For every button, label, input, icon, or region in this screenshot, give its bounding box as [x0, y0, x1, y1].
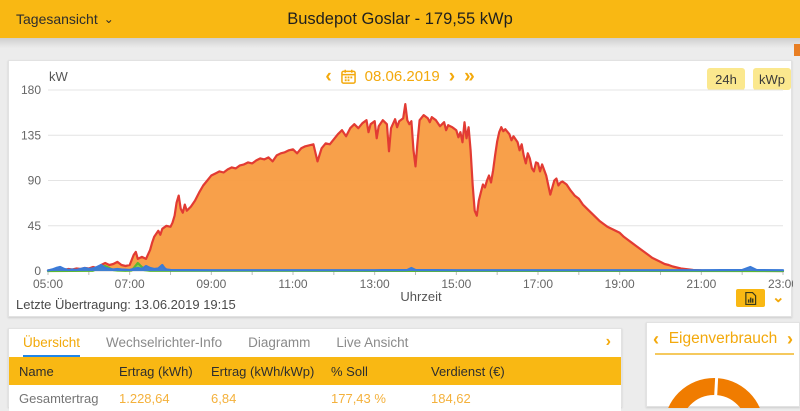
svg-text:180: 180	[21, 83, 41, 97]
svg-text:07:00: 07:00	[115, 277, 145, 291]
svg-text:135: 135	[21, 128, 41, 142]
calendar-icon[interactable]	[340, 69, 356, 84]
title-underline	[655, 353, 794, 355]
current-date[interactable]: 08.06.2019	[364, 68, 440, 85]
svg-text:15:00: 15:00	[441, 277, 471, 291]
row-name: Gesamtertrag	[19, 390, 99, 406]
svg-text:21:00: 21:00	[686, 277, 716, 291]
col-name: Name	[19, 363, 54, 379]
tab-diagramm[interactable]: Diagramm	[248, 335, 311, 350]
tab-wechselrichter-info[interactable]: Wechselrichter-Info	[106, 335, 223, 350]
svg-text:09:00: 09:00	[196, 277, 226, 291]
row-ertrag-kwh: 1.228,64	[119, 390, 170, 406]
tab-bar: Übersicht Wechselrichter-Info Diagramm L…	[23, 335, 408, 357]
range-24h-button[interactable]: 24h	[707, 68, 745, 90]
tab-uebersicht[interactable]: Übersicht	[23, 335, 81, 357]
fast-forward-day-button[interactable]: »	[464, 65, 475, 87]
table-header-row: Name Ertrag (kWh) Ertrag (kWh/kWp) % Sol…	[9, 357, 621, 385]
svg-text:11:00: 11:00	[278, 277, 307, 291]
export-report-button[interactable]	[736, 289, 765, 307]
row-ertrag-kwh-kwp: 6,84	[211, 390, 237, 406]
chevron-down-icon: ⌄	[103, 12, 114, 26]
svg-text:23:00: 23:00	[768, 277, 793, 291]
page-title: Busdepot Goslar - 179,55 kWp	[287, 9, 513, 28]
last-transmission-text: Letzte Übertragung: 13.06.2019 19:15	[16, 297, 236, 312]
tabs-more-arrow[interactable]: ›	[605, 333, 611, 350]
clipped-side-element	[794, 44, 800, 56]
prev-day-button[interactable]: ‹	[325, 65, 332, 87]
svg-text:05:00: 05:00	[33, 277, 63, 291]
col-ertrag-kwh: Ertrag (kWh)	[119, 363, 193, 379]
production-area-chart: 0 45 90 135 180 05:00 07:00 09:00 11:00 13:00 15:0…	[21, 83, 793, 291]
unit-kwp-button[interactable]: kWp	[753, 68, 791, 90]
view-selector-dropdown[interactable]: Tagesansicht ⌄	[16, 11, 114, 27]
svg-text:0: 0	[34, 264, 41, 278]
svg-text:17:00: 17:00	[523, 277, 553, 291]
svg-text:90: 90	[28, 174, 42, 188]
x-axis-title: Uhrzeit	[400, 289, 442, 304]
overview-card: Übersicht Wechselrichter-Info Diagramm L…	[8, 328, 622, 411]
view-selector-label: Tagesansicht	[16, 11, 98, 27]
svg-text:45: 45	[28, 219, 42, 233]
tab-live-ansicht[interactable]: Live Ansicht	[336, 335, 409, 350]
day-chart-card: kW ‹ 08.06.2019 › » 24h kWp 0 45 90 135 180 0…	[8, 60, 793, 317]
svg-text:13:00: 13:00	[360, 277, 390, 291]
next-day-button[interactable]: ›	[448, 65, 456, 87]
collapse-chart-chevron[interactable]: ⌄	[772, 289, 785, 306]
eigenverbrauch-donut-chart	[668, 370, 760, 408]
svg-text:19:00: 19:00	[605, 277, 635, 291]
row-verdienst: 184,62	[431, 390, 471, 406]
panel-prev-button[interactable]: ‹	[653, 329, 659, 349]
row-soll: 177,43 %	[331, 390, 386, 406]
col-verdienst: Verdienst (€)	[431, 363, 505, 379]
table-row: Gesamtertrag 1.228,64 6,84 177,43 % 184,…	[9, 385, 621, 411]
header-shadow	[0, 38, 800, 48]
col-soll: % Soll	[331, 363, 368, 379]
app-header: Tagesansicht ⌄ Busdepot Goslar - 179,55 …	[0, 0, 800, 38]
y-axis-unit-label: kW	[49, 69, 68, 84]
col-ertrag-kwh-kwp: Ertrag (kWh/kWp)	[211, 363, 315, 379]
eigenverbrauch-title: Eigenverbrauch	[668, 330, 778, 347]
date-navigation: ‹ 08.06.2019 › »	[9, 65, 791, 87]
eigenverbrauch-header: ‹ Eigenverbrauch ›	[647, 330, 799, 348]
report-document-icon	[745, 291, 757, 305]
eigenverbrauch-card: ‹ Eigenverbrauch ›	[646, 322, 800, 408]
panel-next-button[interactable]: ›	[786, 329, 793, 349]
